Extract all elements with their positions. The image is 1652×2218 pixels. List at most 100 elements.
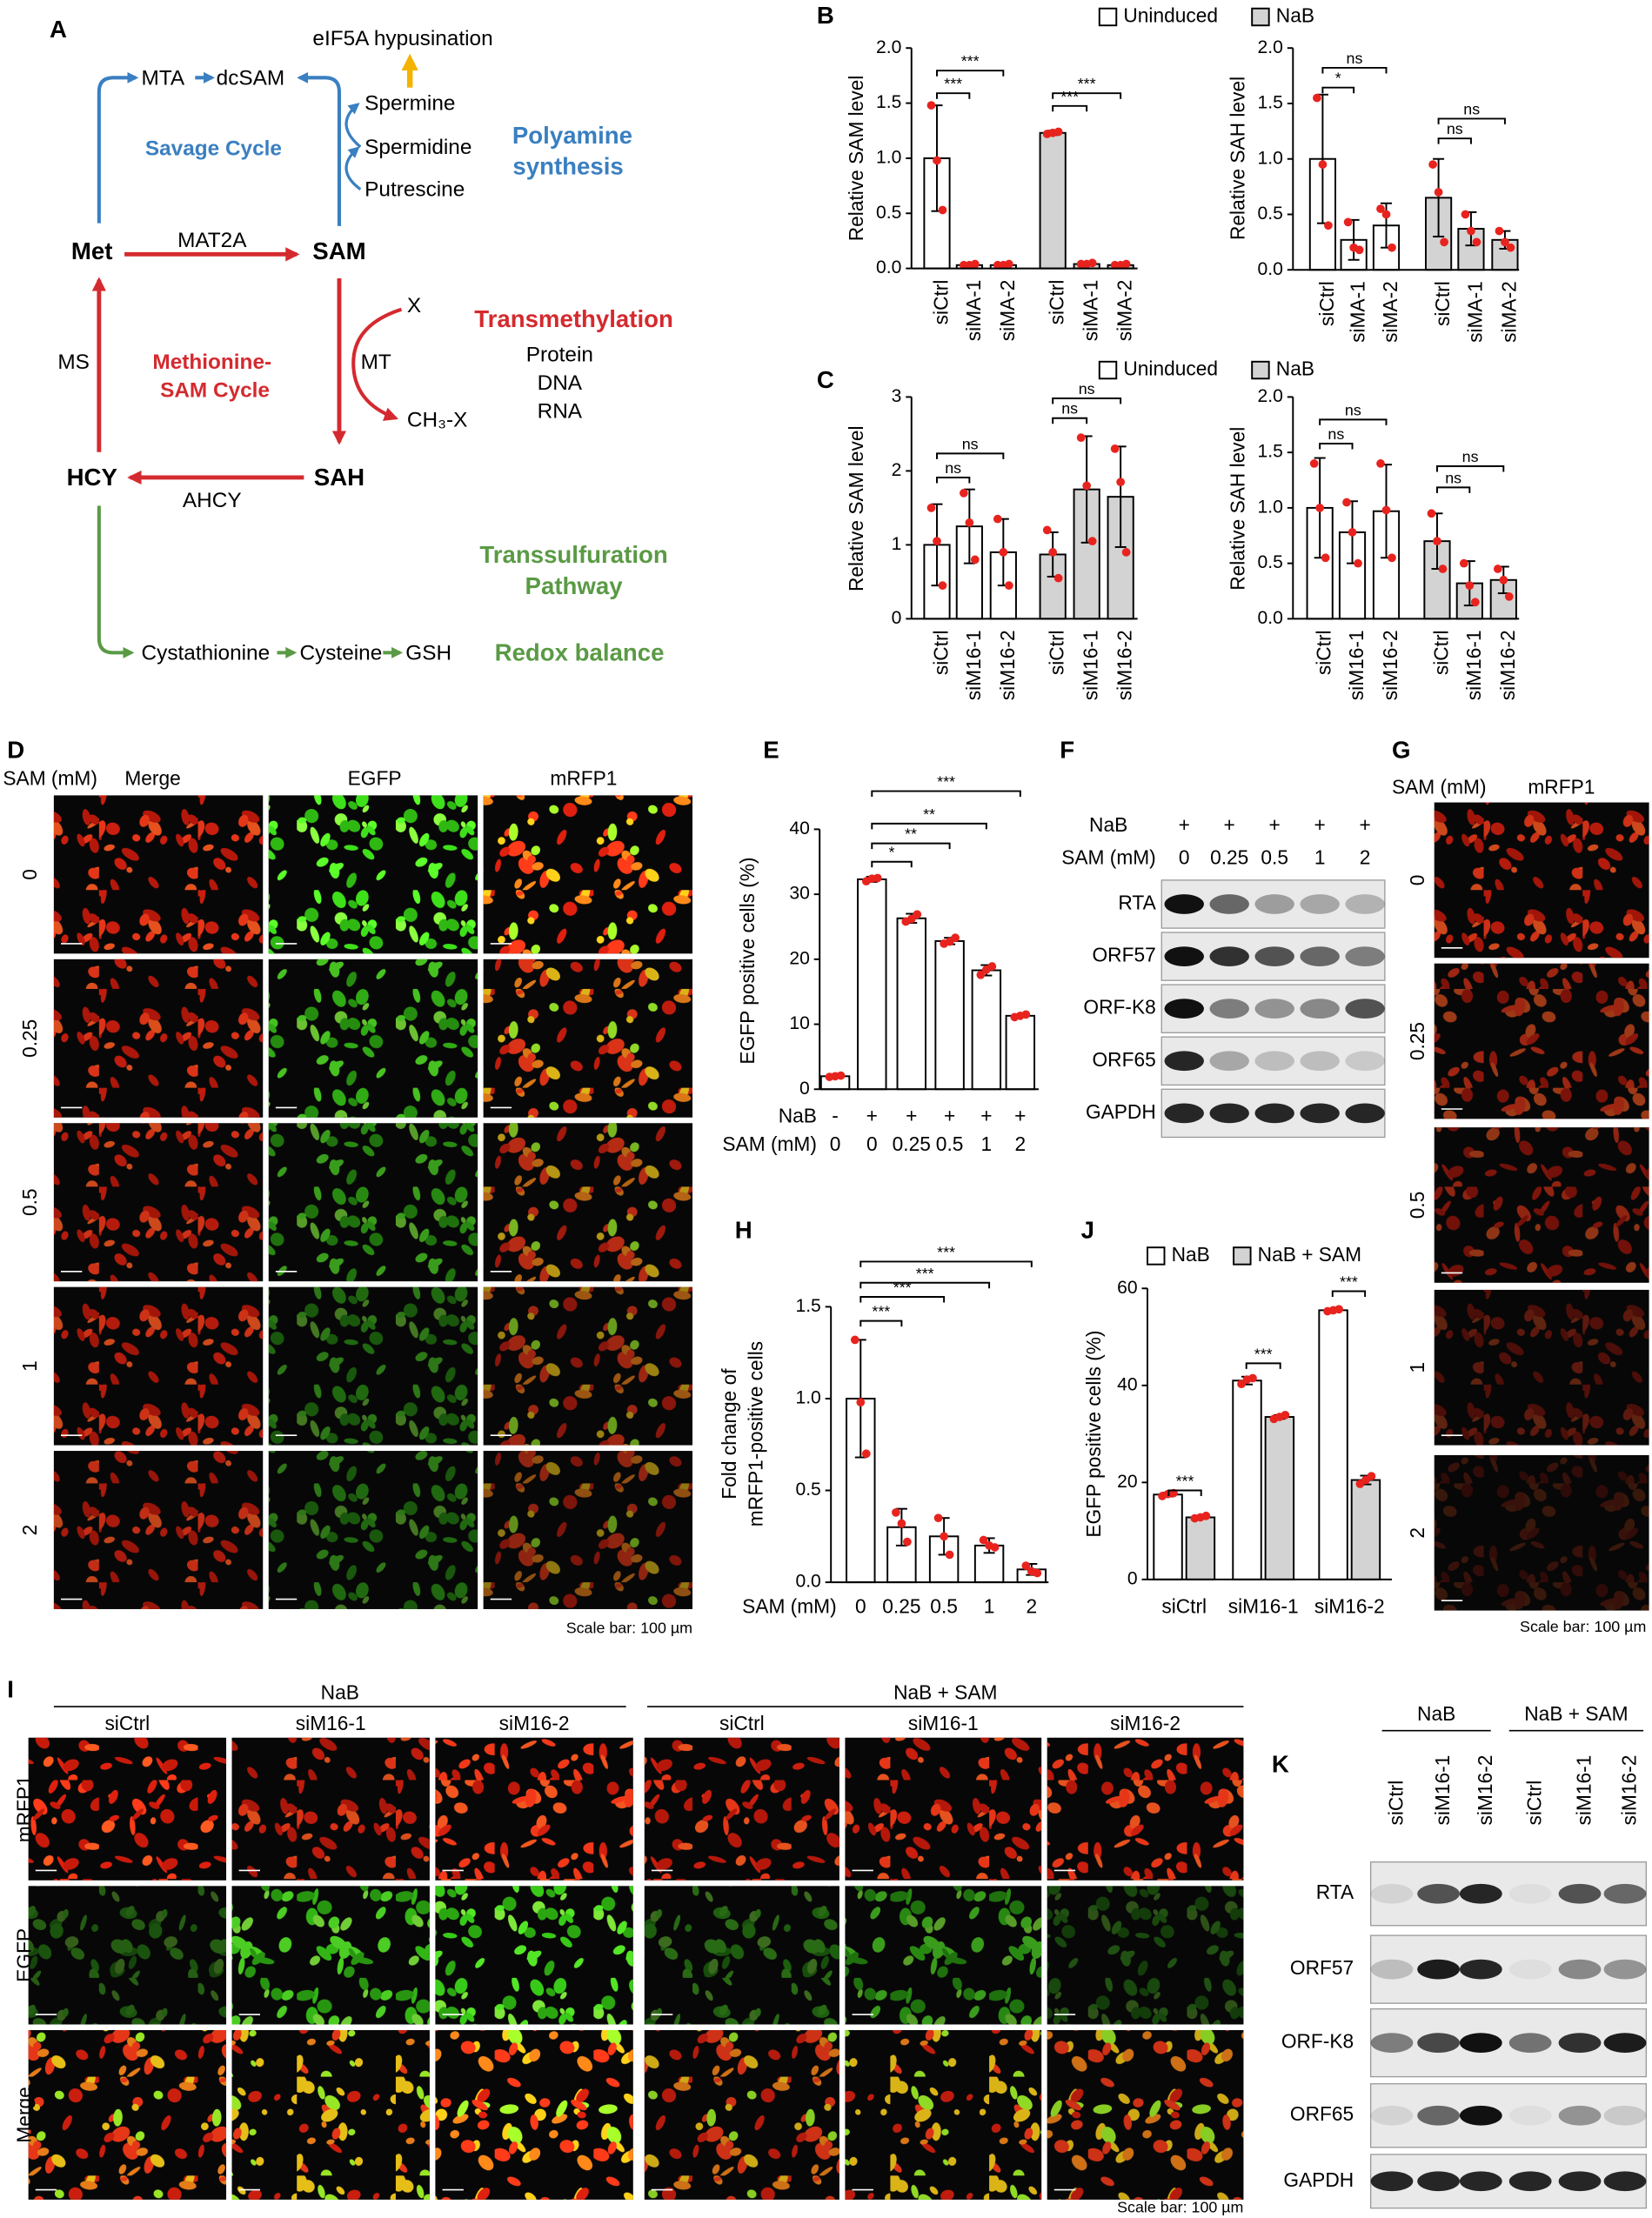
data-point	[1324, 221, 1333, 230]
data-point	[940, 1532, 948, 1541]
pathway-arrows	[91, 53, 418, 658]
panel-label: I	[7, 1675, 14, 1702]
bar	[1185, 1516, 1216, 1580]
data-point	[1004, 581, 1013, 591]
bar	[1039, 131, 1067, 270]
band	[1417, 1959, 1460, 1980]
x-tick-label: 1	[984, 1594, 995, 1617]
lane-label: +	[1359, 813, 1370, 836]
diagram-text: Cysteine	[299, 641, 382, 665]
lane-label: +	[1314, 813, 1326, 836]
band	[1558, 1959, 1602, 1980]
band	[1508, 2105, 1552, 2126]
band	[1459, 1883, 1502, 1904]
data-point	[1354, 245, 1364, 255]
micrograph-signal	[644, 1886, 839, 2025]
significance-bracket	[936, 92, 971, 99]
diagram-text: eIF5A hypusination	[312, 27, 492, 50]
band	[1164, 999, 1204, 1019]
x-tick-label: 0.25	[882, 1594, 920, 1617]
significance-label: ***	[937, 773, 955, 791]
diagram-text: Transmethylation	[474, 305, 673, 332]
data-point	[1465, 581, 1475, 591]
blot-row-label: ORF57	[1290, 1956, 1354, 1979]
x-tick-label: 0.5	[936, 1132, 964, 1155]
y-tick-label: 10	[789, 1013, 809, 1033]
data-point	[926, 101, 936, 110]
micrograph-signal	[644, 1737, 839, 1881]
significance-label: ***	[961, 52, 980, 70]
data-point	[1434, 188, 1443, 197]
micrograph-signal	[435, 1737, 633, 1881]
y-tick-label: 0.0	[1258, 259, 1283, 279]
x-tick-label: siM16-1	[1345, 630, 1368, 700]
x-tick-label: siM16-2	[1496, 630, 1519, 700]
significance-bracket	[936, 477, 971, 484]
x-row-label: NaB	[779, 1105, 817, 1127]
y-tick-label: 30	[789, 884, 809, 904]
panel-label: E	[763, 736, 779, 763]
bar	[1350, 1479, 1381, 1580]
diagram-text: SAH	[314, 464, 365, 491]
legend-label: NaB	[1276, 3, 1314, 26]
row-label: 2	[18, 1525, 41, 1536]
significance-bracket	[1167, 1489, 1202, 1497]
significance-label: ns	[1447, 120, 1463, 137]
lane-label: siM16-2	[1617, 1755, 1640, 1826]
diagram-text: Met	[71, 237, 113, 264]
data-point	[933, 537, 941, 546]
x-tick-label: siMA-2	[1114, 280, 1136, 342]
diagram-text: Polyamine	[512, 122, 632, 149]
row-label: mRFP1	[12, 1775, 35, 1842]
legend-swatch	[1098, 360, 1118, 380]
panel-label: C	[817, 366, 834, 393]
blot-row-label: ORF65	[1093, 1048, 1156, 1071]
band	[1345, 1103, 1385, 1124]
legend-swatch	[1233, 1246, 1252, 1266]
data-point	[945, 1550, 954, 1560]
significance-label: ***	[872, 1303, 890, 1320]
band	[1345, 894, 1385, 914]
micrograph-signal	[1047, 2029, 1244, 2200]
y-tick-label: 0	[799, 1079, 810, 1099]
data-point	[1021, 1010, 1031, 1019]
band	[1370, 2171, 1414, 2192]
significance-label: ns	[1345, 401, 1361, 418]
x-tick-label: siM16-1	[1080, 630, 1102, 700]
panel-label: D	[7, 736, 24, 763]
significance-label: ***	[893, 1279, 912, 1296]
micrograph-signal	[1434, 1127, 1649, 1283]
x-tick-label: 0.5	[930, 1594, 958, 1617]
micrograph-signal	[845, 1886, 1042, 2025]
y-tick-label: 0.0	[1258, 608, 1283, 628]
x-tick-label: siM16-1	[1228, 1594, 1299, 1617]
significance-label: ns	[1445, 469, 1461, 486]
lane-label: 2	[1360, 846, 1371, 869]
y-tick-label: 0.0	[876, 257, 901, 277]
band	[1370, 2105, 1414, 2126]
y-tick-label: 1.5	[795, 1296, 820, 1316]
column-label: siCtrl	[719, 1712, 765, 1734]
x-tick-label: siCtrl	[1313, 630, 1335, 675]
lane-label: 1	[1314, 846, 1326, 869]
band	[1558, 1883, 1602, 1904]
data-point	[933, 1513, 943, 1523]
blot-row-label: ORF65	[1290, 2102, 1354, 2125]
data-point	[1376, 459, 1385, 468]
micrograph-signal	[435, 2029, 633, 2200]
data-point	[987, 962, 997, 971]
significance-bracket	[859, 1281, 991, 1289]
x-tick-label: siM16-1	[962, 630, 985, 700]
band	[1300, 946, 1340, 966]
diagram-text: RNA	[538, 400, 583, 424]
data-point	[1110, 444, 1120, 453]
blot-row-label: GAPDH	[1283, 2168, 1354, 2191]
x-row-label: SAM (mM)	[742, 1594, 837, 1617]
micrograph-signal	[53, 1286, 264, 1446]
x-tick-label: 1	[981, 1132, 993, 1155]
x-tick-label: 2	[1027, 1594, 1038, 1617]
diagram-text: dcSAM	[217, 66, 285, 90]
significance-label: ns	[1328, 425, 1344, 443]
data-point	[1315, 504, 1325, 512]
y-tick-label: 0	[1127, 1568, 1138, 1588]
